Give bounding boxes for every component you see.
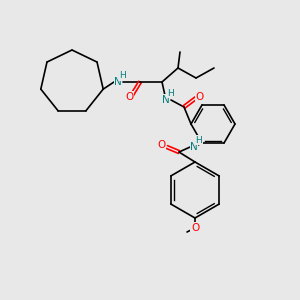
Text: O: O <box>125 92 133 102</box>
Text: O: O <box>191 223 199 233</box>
Text: H: H <box>168 88 174 98</box>
Text: N: N <box>114 77 122 87</box>
Text: H: H <box>120 71 126 80</box>
Text: O: O <box>196 92 204 102</box>
Text: H: H <box>196 136 202 145</box>
Text: O: O <box>157 140 165 150</box>
Text: N: N <box>190 142 198 152</box>
Text: N: N <box>162 95 170 105</box>
